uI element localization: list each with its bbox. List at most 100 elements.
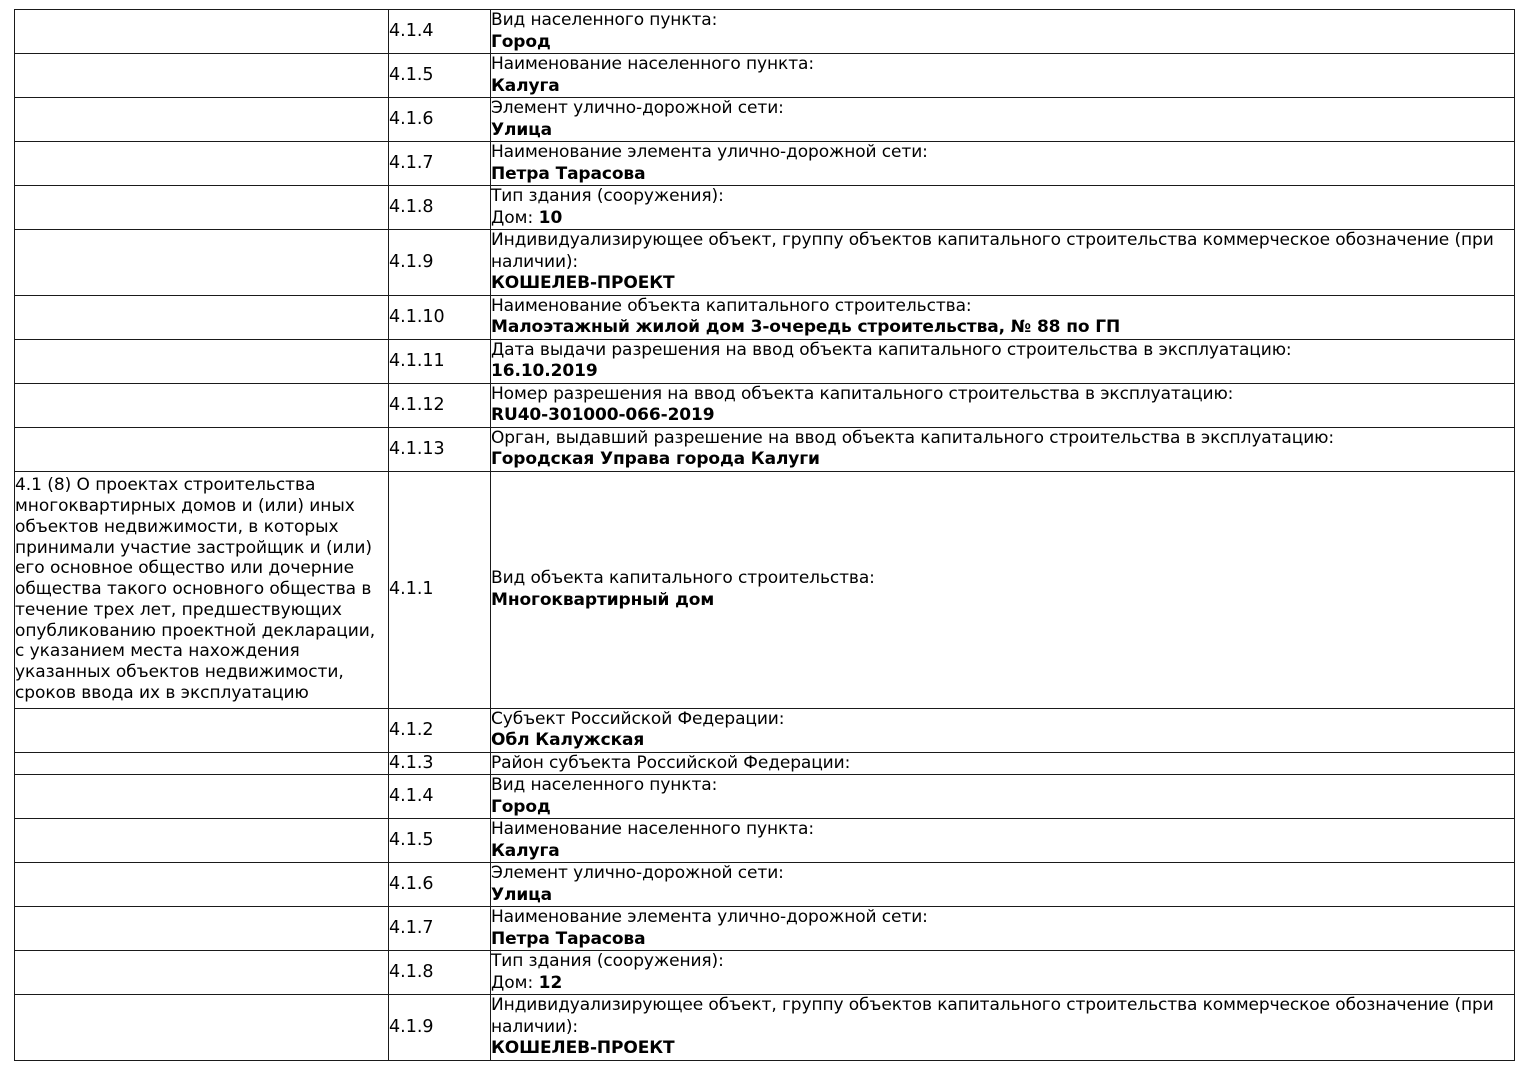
table-row: 4.1.12 Номер разрешения на ввод объекта … [14,382,1515,428]
field-value-line: Дом: 12 [491,973,562,993]
field-label: Номер разрешения на ввод объекта капитал… [491,383,1234,404]
content-cell: Район субъекта Российской Федерации: [490,751,1515,775]
field-label: Индивидуализирующее объект, группу объек… [491,230,1494,272]
code-cell: 4.1.10 [388,294,491,340]
section-cell [14,950,389,995]
content-cell: Наименование населенного пункта: Калуга [490,818,1515,863]
section-cell [14,426,389,472]
section-cell [14,774,389,819]
section-cell [14,338,389,384]
code-cell: 4.1.12 [388,382,491,428]
field-label: Элемент улично-дорожной сети: [491,863,784,883]
field-label: Вид населенного пункта: [491,775,718,795]
table-row: 4.1.4 Вид населенного пункта: Город [14,774,1515,819]
field-value: КОШЕЛЕВ-ПРОЕКТ [491,273,675,293]
field-value: Калуга [491,75,560,96]
content-cell: Субъект Российской Федерации: Обл Калужс… [490,707,1515,753]
field-value: Многоквартирный дом [491,589,715,610]
table-row: 4.1.7 Наименование элемента улично-дорож… [14,906,1515,951]
field-label: Тип здания (сооружения): [491,186,724,206]
field-label: Индивидуализирующее объект, группу объек… [491,995,1494,1037]
field-value: Город [491,31,551,52]
table-row: 4.1.13 Орган, выдавший разрешение на вво… [14,426,1515,472]
content-cell: Дата выдачи разрешения на ввод объекта к… [490,338,1515,384]
code-cell: 4.1.5 [388,818,491,863]
content-cell: Вид населенного пункта: Город [490,9,1515,54]
code-cell: 4.1.9 [388,229,491,296]
section-cell [14,751,389,775]
field-value: Улица [491,884,553,905]
table-row: 4.1.5 Наименование населенного пункта: К… [14,53,1515,98]
code-cell: 4.1.7 [388,906,491,951]
code-cell: 4.1.4 [388,9,491,54]
field-value: 16.10.2019 [491,361,598,381]
code-cell: 4.1.3 [388,751,491,775]
table-row: 4.1.10 Наименование объекта капитального… [14,294,1515,340]
section-cell [14,862,389,907]
declaration-table: 4.1.4 Вид населенного пункта: Город 4.1.… [14,9,1515,1061]
table-row: 4.1.11 Дата выдачи разрешения на ввод об… [14,338,1515,384]
field-value-line: Дом: 10 [491,208,562,228]
code-cell: 4.1.8 [388,950,491,995]
table-row: 4.1.4 Вид населенного пункта: Город [14,9,1515,54]
house-number: 10 [538,207,563,228]
section-cell [14,185,389,230]
section-cell [14,141,389,186]
field-value: Обл Калужская [491,730,645,750]
field-label: Дата выдачи разрешения на ввод объекта к… [491,339,1292,360]
field-value: КОШЕЛЕВ-ПРОЕКТ [491,1038,675,1058]
section-cell [14,707,389,753]
field-value: Петра Тарасова [491,928,646,949]
section-cell [14,994,389,1061]
section-cell [14,53,389,98]
field-value: Петра Тарасова [491,163,646,184]
section-cell [14,382,389,428]
code-cell: 4.1.5 [388,53,491,98]
code-cell: 4.1.4 [388,774,491,819]
field-value: Городская Управа города Калуги [491,449,820,469]
field-value: Малоэтажный жилой дом 3-очередь строител… [491,317,1121,337]
code-cell: 4.1.8 [388,185,491,230]
content-cell: Тип здания (сооружения): Дом: 10 [490,185,1515,230]
field-value: Улица [491,119,553,140]
section-cell [14,9,389,54]
code-cell: 4.1.9 [388,994,491,1061]
section-cell [14,97,389,142]
content-cell: Наименование населенного пункта: Калуга [490,53,1515,98]
house-number: 12 [538,972,563,993]
code-cell: 4.1.6 [388,862,491,907]
content-cell: Вид объекта капитального строительства: … [490,470,1515,709]
content-cell: Индивидуализирующее объект, группу объек… [490,994,1515,1061]
field-label: Вид объекта капитального строительства: [491,568,875,588]
code-cell: 4.1.13 [388,426,491,472]
content-cell: Тип здания (сооружения): Дом: 12 [490,950,1515,995]
code-cell: 4.1.11 [388,338,491,384]
field-label: Наименование населенного пункта: [491,54,814,74]
content-cell: Элемент улично-дорожной сети: Улица [490,862,1515,907]
table-row: 4.1.6 Элемент улично-дорожной сети: Улиц… [14,97,1515,142]
field-label: Орган, выдавший разрешение на ввод объек… [491,427,1334,448]
field-value: Город [491,796,551,817]
section-cell [14,229,389,296]
field-label: Субъект Российской Федерации: [491,708,785,729]
table-row: 4.1.5 Наименование населенного пункта: К… [14,818,1515,863]
code-cell: 4.1.1 [388,470,491,709]
table-row: 4.1.9 Индивидуализирующее объект, группу… [14,994,1515,1061]
code-cell: 4.1.6 [388,97,491,142]
field-label: Наименование элемента улично-дорожной се… [491,907,928,927]
code-cell: 4.1.2 [388,707,491,753]
table-row: 4.1.6 Элемент улично-дорожной сети: Улиц… [14,862,1515,907]
table-row: 4.1.9 Индивидуализирующее объект, группу… [14,229,1515,296]
house-label: Дом: [491,207,539,228]
field-value: Калуга [491,840,560,861]
section-cell [14,906,389,951]
content-cell: Наименование элемента улично-дорожной се… [490,906,1515,951]
field-label: Наименование элемента улично-дорожной се… [491,142,928,162]
table-row: 4.1.3 Район субъекта Российской Федераци… [14,751,1515,775]
section-cell [14,818,389,863]
table-row: 4.1.2 Субъект Российской Федерации: Обл … [14,707,1515,753]
field-label: Элемент улично-дорожной сети: [491,98,784,118]
house-label: Дом: [491,972,539,993]
content-cell: Наименование объекта капитального строит… [490,294,1515,340]
